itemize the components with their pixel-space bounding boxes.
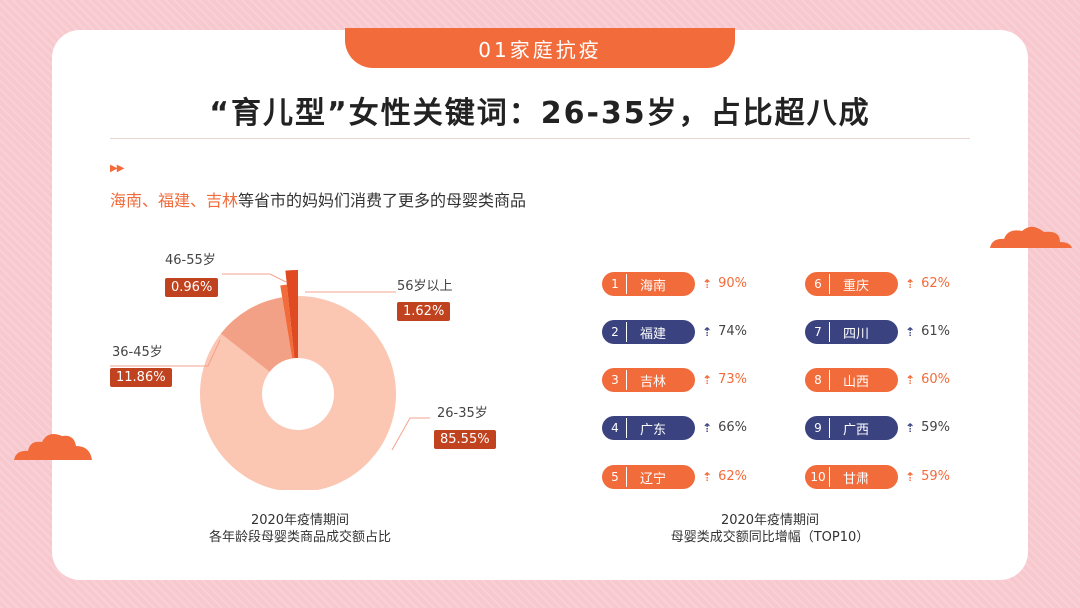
leader-36-45 [110, 339, 221, 367]
up-arrow-icon: ⇡ [905, 324, 916, 339]
donut-caption-line1: 2020年疫情期间 [250, 513, 350, 528]
rank-number: 9 [807, 418, 830, 438]
subtitle-rest: 等省市的妈妈们消费了更多的母婴类商品 [238, 191, 527, 210]
up-arrow-icon: ⇡ [702, 276, 713, 291]
section-tab: 01家庭抗疫 [345, 28, 735, 68]
growth-text: 59% [921, 420, 950, 435]
rank-number: 6 [807, 274, 830, 294]
growth-text: 61% [921, 324, 950, 339]
growth-value-4: ⇡ 66% [702, 420, 747, 435]
double-arrow-icon: ▶▶ [110, 163, 124, 174]
growth-value-10: ⇡ 59% [905, 469, 950, 484]
province-name: 四川 [843, 326, 870, 342]
title-divider [110, 138, 970, 139]
rank-pill-8: 8 山西 [805, 368, 898, 392]
donut-caption-line2: 各年龄段母婴类商品成交额占比 [208, 530, 391, 545]
age-label-56-plus: 56岁以上 [397, 279, 453, 294]
rank-pill-3: 3 吉林 [602, 368, 695, 392]
province-name: 重庆 [843, 278, 870, 294]
rank-pill-4: 4 广东 [602, 416, 695, 440]
rank-number: 8 [807, 370, 830, 390]
growth-text: 73% [718, 372, 747, 387]
rank-number: 4 [604, 418, 627, 438]
province-name: 广东 [640, 422, 667, 438]
growth-text: 66% [718, 420, 747, 435]
province-name: 吉林 [640, 374, 667, 390]
growth-value-3: ⇡ 73% [702, 372, 747, 387]
growth-value-6: ⇡ 62% [905, 276, 950, 291]
province-name: 山西 [843, 374, 870, 390]
rank-number: 2 [604, 322, 627, 342]
up-arrow-icon: ⇡ [905, 372, 916, 387]
subtitle-highlight: 海南、福建、吉林 [110, 191, 239, 210]
subtitle: 海南、福建、吉林等省市的妈妈们消费了更多的母婴类商品 [110, 187, 526, 211]
growth-value-8: ⇡ 60% [905, 372, 950, 387]
rank-pill-10: 10 甘肃 [805, 465, 898, 489]
growth-value-9: ⇡ 59% [905, 420, 950, 435]
pct-badge-46-55: 0.96% [165, 278, 219, 297]
growth-text: 62% [718, 469, 747, 484]
rank-pill-5: 5 辽宁 [602, 465, 695, 489]
cloud-icon-right [990, 226, 1072, 248]
up-arrow-icon: ⇡ [905, 420, 916, 435]
age-label-36-45: 36-45岁 [112, 345, 163, 360]
growth-value-5: ⇡ 62% [702, 469, 747, 484]
up-arrow-icon: ⇡ [702, 420, 713, 435]
age-label-46-55: 46-55岁 [165, 253, 216, 268]
leader-46-55 [222, 273, 287, 283]
province-name: 福建 [640, 326, 667, 342]
page-title: “育儿型”女性关键词：26-35岁，占比超八成 [209, 96, 871, 131]
pct-badge-26-35: 85.55% [434, 430, 496, 449]
growth-value-1: ⇡ 90% [702, 276, 747, 291]
pct-badge-56-plus: 1.62% [397, 302, 451, 321]
up-arrow-icon: ⇡ [702, 372, 713, 387]
rank-number: 5 [604, 467, 627, 487]
up-arrow-icon: ⇡ [702, 469, 713, 484]
province-name: 海南 [640, 278, 667, 294]
growth-text: 62% [921, 276, 950, 291]
ranking-caption: 2020年疫情期间 母婴类成交额同比增幅（TOP10） [640, 512, 900, 546]
rank-pill-6: 6 重庆 [805, 272, 898, 296]
province-name: 辽宁 [640, 471, 667, 487]
ranking-caption-line2: 母婴类成交额同比增幅（TOP10） [670, 530, 870, 545]
growth-value-2: ⇡ 74% [702, 324, 747, 339]
donut-slice-0 [200, 296, 396, 490]
rank-pill-1: 1 海南 [602, 272, 695, 296]
growth-text: 59% [921, 469, 950, 484]
rank-pill-2: 2 福建 [602, 320, 695, 344]
pct-badge-36-45: 11.86% [110, 368, 172, 387]
rank-number: 10 [807, 467, 830, 487]
donut-chart [110, 270, 430, 490]
up-arrow-icon: ⇡ [702, 324, 713, 339]
up-arrow-icon: ⇡ [905, 276, 916, 291]
up-arrow-icon: ⇡ [905, 469, 916, 484]
growth-value-7: ⇡ 61% [905, 324, 950, 339]
rank-number: 3 [604, 370, 627, 390]
growth-text: 74% [718, 324, 747, 339]
rank-pill-9: 9 广西 [805, 416, 898, 440]
growth-text: 60% [921, 372, 950, 387]
province-name: 甘肃 [843, 471, 870, 487]
rank-number: 1 [604, 274, 627, 294]
age-label-26-35: 26-35岁 [437, 406, 488, 421]
donut-slice-3 [285, 270, 298, 359]
rank-number: 7 [807, 322, 830, 342]
donut-slice-1 [220, 297, 293, 372]
donut-caption: 2020年疫情期间 各年龄段母婴类商品成交额占比 [170, 512, 430, 546]
rank-pill-7: 7 四川 [805, 320, 898, 344]
donut-slice-2 [280, 284, 295, 359]
growth-text: 90% [718, 276, 747, 291]
cloud-icon-left [14, 434, 92, 460]
province-name: 广西 [843, 422, 870, 438]
ranking-caption-line1: 2020年疫情期间 [720, 513, 820, 528]
leader-26-35 [391, 417, 430, 451]
